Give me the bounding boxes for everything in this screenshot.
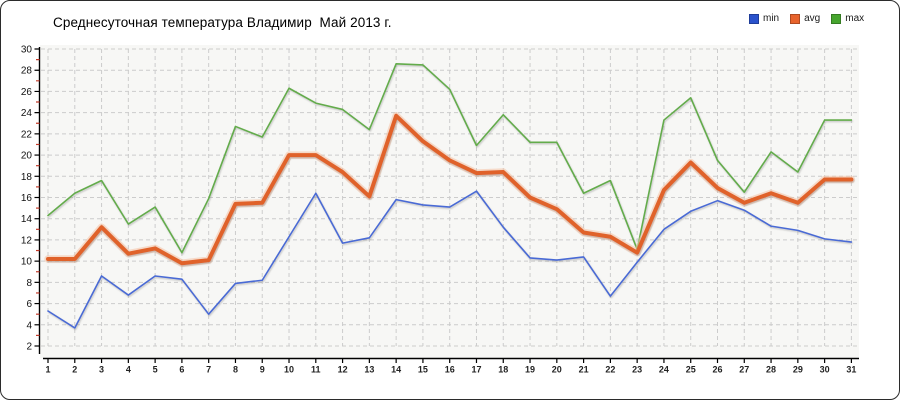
- legend: min avg max: [749, 14, 864, 24]
- x-tick-label: 13: [364, 365, 374, 375]
- min-swatch-icon: [749, 14, 759, 24]
- legend-item-max[interactable]: max: [831, 14, 864, 24]
- y-tick-label: 4: [26, 320, 32, 331]
- x-tick-label: 7: [206, 365, 211, 375]
- x-tick-label: 6: [179, 365, 184, 375]
- x-tick-label: 2: [72, 365, 77, 375]
- x-tick-label: 9: [260, 365, 265, 375]
- y-tick-label: 18: [21, 172, 33, 183]
- x-tick-label: 4: [126, 365, 131, 375]
- x-tick-label: 29: [793, 365, 803, 375]
- x-tick-label: 5: [153, 365, 158, 375]
- y-tick-label: 2: [26, 342, 32, 353]
- legend-label-max: max: [845, 13, 865, 24]
- avg-swatch-icon: [790, 14, 801, 24]
- x-tick-label: 15: [418, 365, 428, 375]
- x-tick-label: 14: [391, 365, 401, 375]
- series-max-line: [47, 63, 853, 254]
- x-tick-label: 31: [846, 365, 856, 375]
- max-swatch-icon: [831, 14, 842, 24]
- y-tick-label: 28: [21, 66, 33, 77]
- legend-item-min[interactable]: min: [749, 14, 779, 24]
- x-tick-label: 1: [45, 365, 50, 375]
- x-tick-label: 27: [739, 365, 749, 375]
- x-tick-label: 21: [579, 365, 589, 375]
- chart-title: Среднесуточная температура Владимир Май …: [53, 15, 392, 30]
- y-tick-label: 14: [21, 214, 33, 225]
- x-tick-label: 19: [525, 365, 535, 375]
- x-tick-label: 17: [471, 365, 481, 375]
- x-tick-label: 12: [338, 365, 348, 375]
- y-tick-label: 10: [21, 257, 33, 268]
- legend-label-min: min: [763, 13, 780, 24]
- x-tick-label: 10: [284, 365, 294, 375]
- x-tick-label: 16: [445, 365, 455, 375]
- x-tick-label: 26: [712, 365, 722, 375]
- series-min-line: [47, 190, 853, 329]
- legend-item-avg[interactable]: avg: [790, 14, 820, 24]
- y-tick-label: 26: [21, 87, 33, 98]
- x-tick-label: 28: [766, 365, 776, 375]
- x-tick-label: 30: [820, 365, 830, 375]
- y-tick-label: 12: [21, 235, 33, 246]
- x-tick-label: 25: [686, 365, 696, 375]
- x-tick-label: 22: [605, 365, 615, 375]
- y-tick-label: 30: [21, 45, 33, 56]
- y-tick-label: 22: [21, 129, 33, 140]
- y-tick-label: 6: [26, 299, 32, 310]
- y-tick-label: 16: [21, 193, 33, 204]
- series-avg-line: [46, 113, 854, 266]
- x-tick-label: 18: [498, 365, 508, 375]
- x-tick-label: 23: [632, 365, 642, 375]
- y-tick-label: 20: [21, 151, 33, 162]
- x-tick-label: 24: [659, 365, 669, 375]
- x-tick-label: 8: [233, 365, 238, 375]
- x-tick-label: 3: [99, 365, 104, 375]
- y-tick-label: 8: [26, 278, 32, 289]
- x-tick-label: 11: [311, 365, 321, 375]
- legend-label-avg: avg: [804, 13, 821, 24]
- x-tick-label: 20: [552, 365, 562, 375]
- y-tick-label: 24: [21, 108, 33, 119]
